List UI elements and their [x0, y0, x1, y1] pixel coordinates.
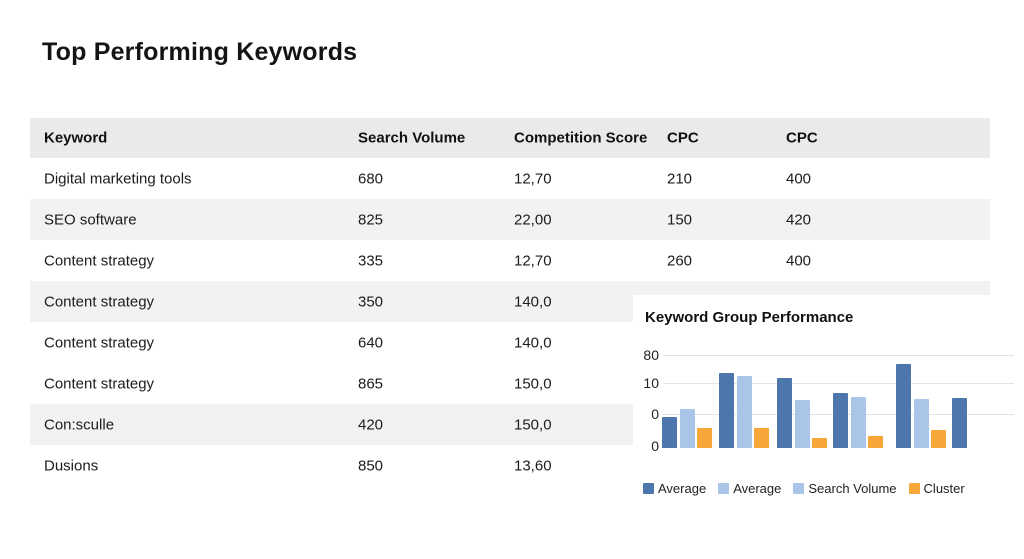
- bar-orange: [697, 428, 712, 448]
- bar-orange: [931, 430, 946, 448]
- legend-label: Search Volume: [808, 481, 897, 496]
- value-cell: 150,0: [514, 375, 552, 392]
- legend-item: Search Volume: [793, 481, 897, 496]
- bar-dark-blue: [662, 417, 677, 448]
- value-cell: 850: [358, 457, 384, 474]
- value-cell: 210: [667, 170, 693, 187]
- value-cell: 22,00: [514, 211, 552, 228]
- value-cell: 13,60: [514, 457, 552, 474]
- value-cell: Competition Score: [514, 129, 648, 147]
- table-row: Content strategy 865 150,0: [30, 363, 990, 404]
- value-cell: 350: [358, 293, 384, 310]
- bar-dark-blue: [719, 373, 734, 448]
- chart-gridline: [663, 355, 1014, 356]
- keyword-cell: Dusions: [44, 457, 99, 474]
- keyword-cell: Content strategy: [44, 375, 155, 392]
- bar-light-blue: [914, 399, 929, 448]
- legend-swatch-icon: [718, 483, 730, 494]
- keyword-cell: Content strategy: [44, 252, 155, 269]
- value-cell: CPC: [786, 129, 818, 147]
- chart-legend: Average Average Search Volume Cluster: [643, 481, 965, 496]
- value-cell: CPC: [667, 129, 699, 147]
- value-cell: 140,0: [514, 293, 552, 310]
- value-cell: 260: [667, 252, 693, 269]
- value-cell: 865: [358, 375, 384, 392]
- value-cell: 420: [358, 416, 384, 433]
- legend-swatch-icon: [908, 483, 920, 494]
- table-row: Digital marketing tools 680 12,70 210 400: [30, 158, 990, 199]
- keyword-cell: Digital marketing tools: [44, 170, 192, 187]
- table-row: Content strategy 335 12,70 260 400: [30, 240, 990, 281]
- value-cell: 140,0: [514, 334, 552, 351]
- bar-orange: [868, 436, 883, 448]
- bar-light-blue: [851, 397, 866, 448]
- page-title: Top Performing Keywords: [42, 38, 358, 66]
- legend-label: Cluster: [923, 481, 965, 496]
- value-cell: 400: [786, 170, 812, 187]
- bar-dark-blue: [833, 393, 848, 448]
- bar-orange: [754, 428, 769, 448]
- chart-gridline: [663, 383, 1014, 384]
- value-cell: 640: [358, 334, 384, 351]
- table-row: SEO software 825 22,00 150 420: [30, 199, 990, 240]
- bar-orange: [812, 438, 827, 448]
- legend-item: Average: [643, 481, 706, 496]
- bar-light-blue: [680, 409, 695, 448]
- keyword-cell: Keyword: [44, 129, 108, 147]
- y-axis-tick-label: 0: [651, 438, 659, 454]
- y-axis-tick-label: 0: [651, 406, 659, 422]
- bar-light-blue: [795, 400, 810, 448]
- bar-dark-blue: [952, 398, 967, 448]
- keyword-cell: SEO software: [44, 211, 137, 228]
- bar-light-blue: [737, 376, 752, 448]
- value-cell: 12,70: [514, 170, 552, 187]
- value-cell: 335: [358, 252, 384, 269]
- legend-item: Cluster: [908, 481, 965, 496]
- value-cell: 400: [786, 252, 812, 269]
- keyword-cell: Con:sculle: [44, 416, 115, 433]
- chart-title: Keyword Group Performance: [645, 309, 854, 326]
- y-axis-tick-label: 10: [643, 375, 659, 391]
- bar-dark-blue: [896, 364, 911, 448]
- value-cell: Search Volume: [358, 129, 466, 147]
- table-header-row: Keyword Search Volume Competition Score CPC…: [30, 118, 990, 158]
- bar-dark-blue: [777, 378, 792, 448]
- legend-item: Average: [718, 481, 781, 496]
- legend-label: Average: [733, 481, 782, 496]
- chart-panel: Keyword Group Performance 80 10 0 0 Average…: [633, 295, 1024, 559]
- table-row: Content strategy 640 140,0: [30, 322, 990, 363]
- value-cell: 150: [667, 211, 693, 228]
- value-cell: 680: [358, 170, 384, 187]
- value-cell: 12,70: [514, 252, 552, 269]
- legend-swatch-icon: [793, 483, 805, 494]
- keyword-cell: Content strategy: [44, 293, 155, 310]
- legend-swatch-icon: [643, 483, 654, 494]
- value-cell: 420: [786, 211, 812, 228]
- value-cell: 825: [358, 211, 384, 228]
- keyword-cell: Content strategy: [44, 334, 155, 351]
- legend-label: Average: [658, 481, 707, 496]
- value-cell: 150,0: [514, 416, 552, 433]
- y-axis-tick-label: 80: [643, 347, 659, 363]
- table-row: Dusions 850 13,60: [30, 445, 990, 486]
